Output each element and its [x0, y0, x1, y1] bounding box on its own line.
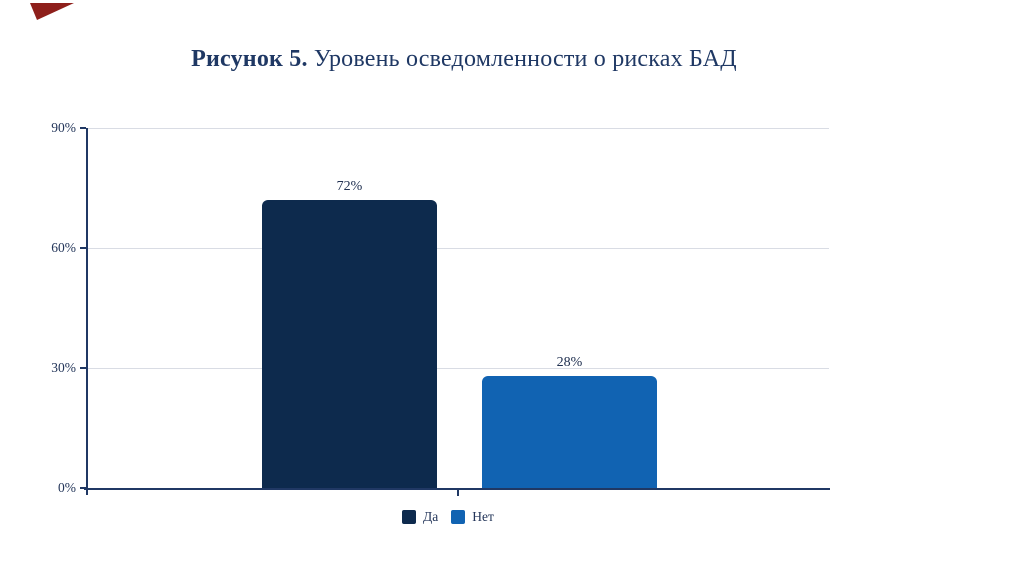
plot-area: 90% 60% 30% 0% 72% 28% — [51, 120, 830, 496]
bar-value-label-net: 28% — [556, 355, 583, 370]
legend-item-net: Нет — [451, 509, 494, 525]
y-axis-line — [86, 128, 88, 495]
y-axis-label-60: 60% — [51, 240, 76, 255]
legend-label-net: Нет — [472, 509, 494, 524]
x-axis-category-tick — [457, 489, 459, 496]
chart-title: Рисунок 5. Уровень осведомленности о рис… — [0, 46, 928, 73]
bar-group-net: 28% — [482, 128, 657, 488]
bar-group-da: 72% — [262, 128, 437, 488]
decorative-triangle-shape — [30, 3, 74, 20]
y-tick-60 — [80, 247, 86, 249]
legend-label-da: Да — [423, 509, 439, 524]
y-tick-30 — [80, 367, 86, 369]
gridline-30 — [88, 368, 829, 369]
chart-title-text: Уровень осведомленности о рисках БАД — [307, 46, 737, 72]
y-axis-label-90: 90% — [51, 120, 76, 135]
gridline-90 — [88, 128, 829, 129]
gridline-60 — [88, 248, 829, 249]
bar-da — [262, 200, 437, 488]
legend-swatch-net-icon — [451, 510, 466, 524]
chart-title-prefix: Рисунок 5. — [191, 46, 308, 72]
chart-legend: Да Нет — [402, 509, 494, 525]
y-tick-0 — [80, 487, 86, 489]
bar-net — [482, 376, 657, 488]
y-axis-label-30: 30% — [51, 360, 76, 375]
legend-swatch-da-icon — [402, 510, 416, 524]
decorative-triangle-icon — [30, 3, 74, 20]
legend-item-da: Да — [402, 509, 438, 525]
y-axis-label-0: 0% — [58, 480, 76, 495]
y-tick-90 — [80, 127, 86, 129]
bar-value-label-da: 72% — [336, 179, 363, 194]
